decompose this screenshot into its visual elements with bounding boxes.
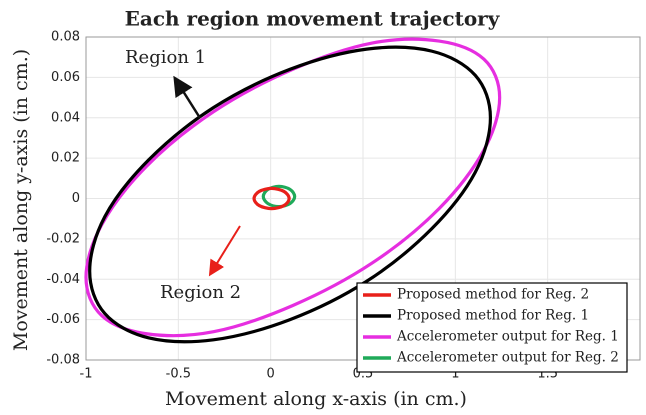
x-tick-label: 1	[451, 367, 459, 382]
legend-label: Accelerometer output for Reg. 2	[396, 350, 619, 366]
annotation: Region 1	[125, 47, 206, 68]
legend-label: Accelerometer output for Reg. 1	[396, 329, 619, 345]
y-tick-label: 0.04	[51, 110, 80, 125]
annotation-arrow	[173, 75, 202, 119]
y-tick-label: -0.04	[46, 272, 80, 287]
x-axis-label: Movement along x-axis (in cm.)	[165, 388, 467, 410]
trajectory-line	[84, 37, 502, 338]
y-tick-label: 0	[72, 191, 80, 206]
legend-box	[356, 282, 628, 373]
annotation-arrow	[208, 225, 241, 277]
y-tick-label: -0.08	[46, 353, 80, 368]
trajectory-line	[252, 186, 291, 211]
y-tick-label: 0.06	[51, 70, 80, 85]
y-tick-label: -0.02	[46, 231, 80, 246]
x-tick-label: 0	[267, 367, 275, 382]
chart-title: Each region movement trajectory	[125, 7, 501, 31]
y-tick-label: -0.06	[46, 312, 80, 327]
x-tick-label: -1	[80, 367, 93, 382]
legend-label: Proposed method for Reg. 2	[397, 287, 589, 303]
x-tick-label: -0.5	[166, 367, 191, 382]
legend-label: Proposed method for Reg. 1	[397, 308, 589, 324]
y-tick-label: 0.02	[51, 151, 80, 166]
trajectory-line	[88, 45, 493, 344]
legend: Proposed method for Reg. 2 Proposed metho…	[356, 282, 628, 373]
y-axis-label: Movement along y-axis (in cm.)	[10, 49, 32, 351]
y-tick-label: 0.08	[51, 30, 80, 45]
annotation: Region 2	[160, 282, 241, 303]
